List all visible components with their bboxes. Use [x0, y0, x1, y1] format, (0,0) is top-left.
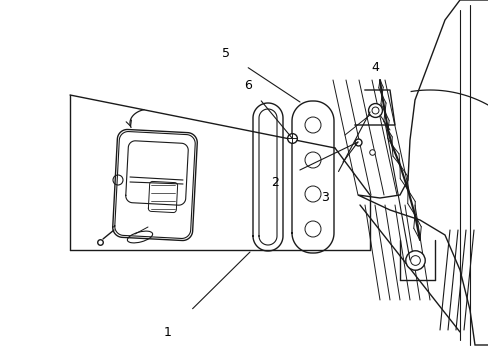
Text: 4: 4: [370, 60, 378, 73]
Text: 5: 5: [222, 46, 229, 59]
Text: 2: 2: [270, 176, 278, 189]
Text: 6: 6: [244, 78, 251, 91]
Text: 3: 3: [321, 190, 328, 203]
Text: 1: 1: [164, 327, 172, 339]
